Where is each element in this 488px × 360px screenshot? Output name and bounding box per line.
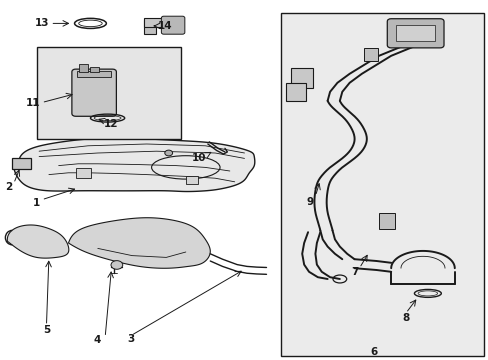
FancyBboxPatch shape: [72, 69, 116, 116]
Text: 6: 6: [370, 347, 377, 357]
Polygon shape: [14, 138, 254, 192]
Bar: [290, 68, 312, 88]
Text: 12: 12: [104, 119, 119, 129]
Bar: [364, 48, 377, 61]
Text: 7: 7: [350, 267, 358, 277]
Text: 9: 9: [306, 197, 313, 207]
Bar: [285, 83, 305, 101]
Bar: [76, 168, 91, 178]
Text: 8: 8: [402, 312, 408, 323]
Bar: [281, 13, 483, 356]
Polygon shape: [68, 218, 210, 268]
Text: 11: 11: [26, 98, 41, 108]
Bar: [79, 64, 88, 72]
FancyBboxPatch shape: [161, 16, 184, 34]
Text: 1: 1: [33, 198, 40, 208]
Bar: [378, 213, 394, 229]
Bar: [12, 158, 31, 169]
Text: 3: 3: [127, 334, 134, 344]
Text: 2: 2: [5, 182, 12, 192]
Text: 14: 14: [158, 21, 172, 31]
Bar: [395, 25, 434, 41]
Text: 13: 13: [34, 18, 49, 28]
Polygon shape: [7, 225, 69, 258]
Bar: [185, 176, 198, 184]
Circle shape: [164, 150, 172, 156]
Bar: [144, 20, 156, 34]
Circle shape: [111, 261, 122, 269]
Text: 10: 10: [192, 153, 206, 163]
Text: 5: 5: [43, 325, 50, 336]
Bar: [77, 71, 110, 77]
Bar: [144, 18, 168, 27]
Bar: [90, 67, 99, 72]
Bar: [37, 47, 181, 139]
Text: 4: 4: [93, 335, 101, 345]
FancyBboxPatch shape: [386, 19, 443, 48]
